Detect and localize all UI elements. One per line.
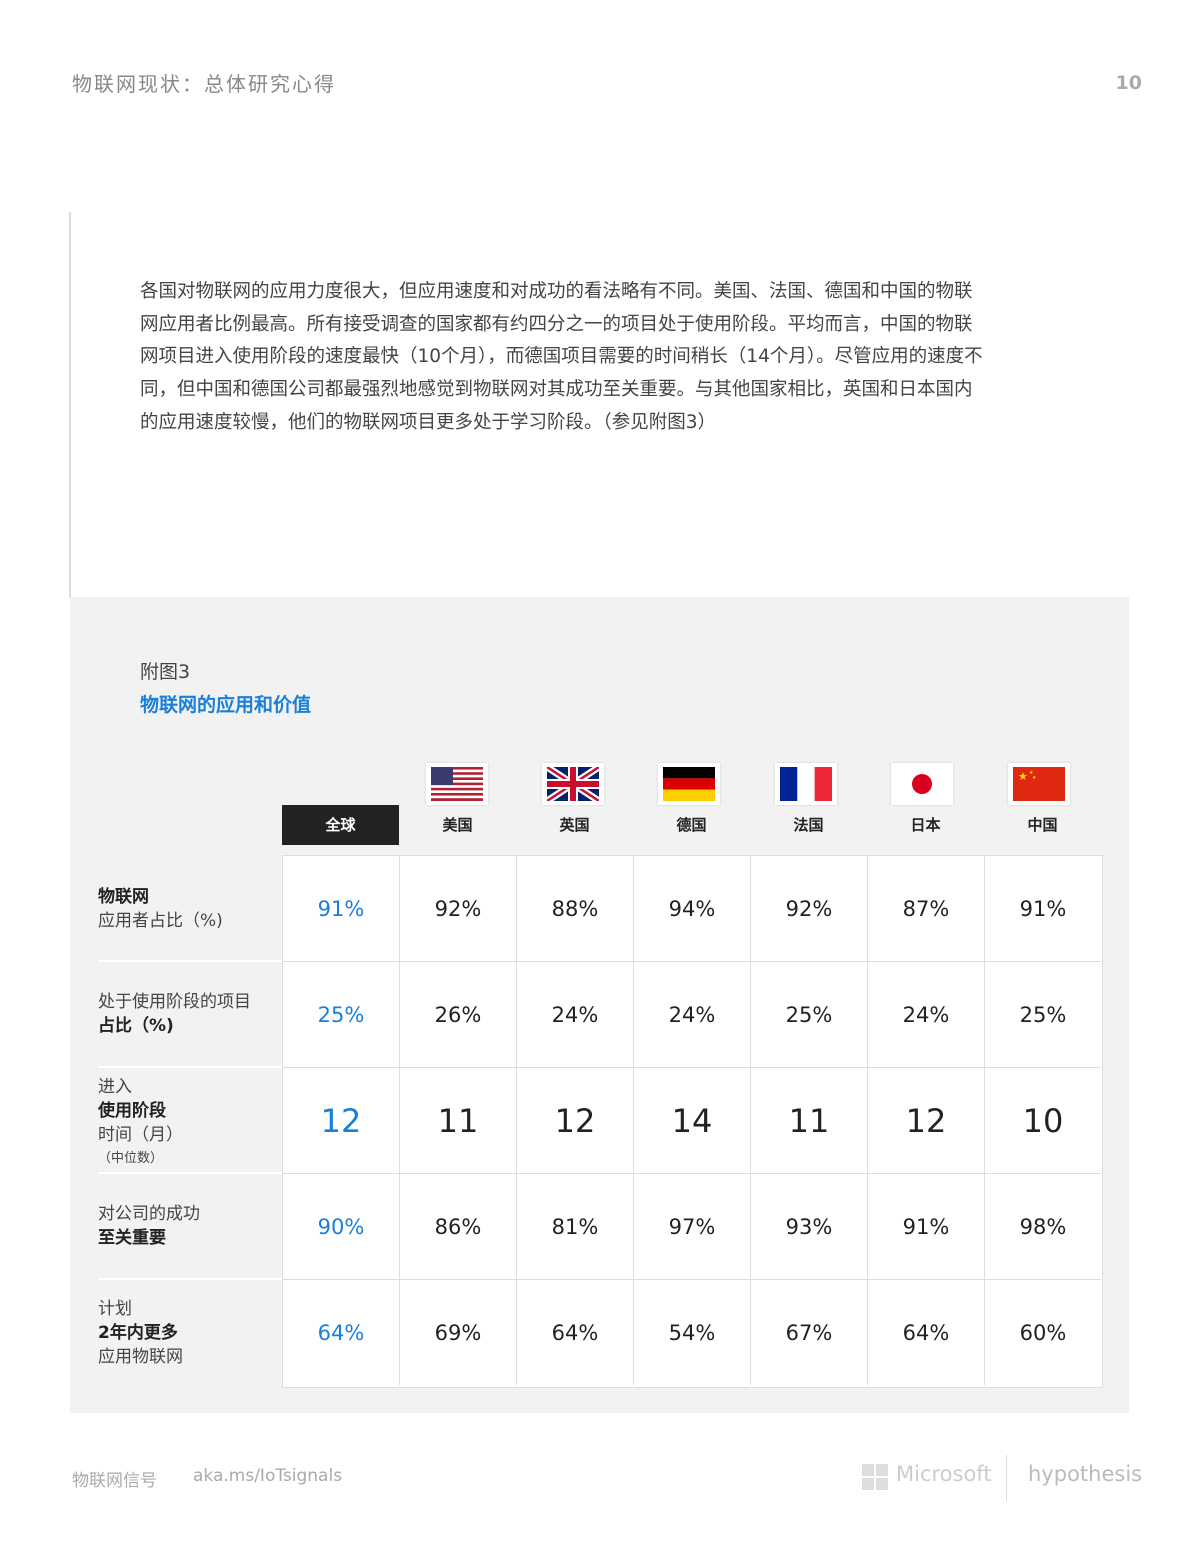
row-label-line: 至关重要 bbox=[98, 1228, 166, 1248]
table-cell: 24% bbox=[868, 962, 985, 1068]
svg-text:★: ★ bbox=[1029, 770, 1034, 776]
intro-paragraph: 各国对物联网的应用力度很大，但应用速度和对成功的看法略有不同。美国、法国、德国和… bbox=[140, 281, 983, 433]
table-cell: 11 bbox=[751, 1068, 868, 1174]
table-cell: 64% bbox=[868, 1280, 985, 1385]
column-header-5: 日本 bbox=[910, 816, 941, 834]
table-cell: 64% bbox=[283, 1280, 400, 1385]
row-divider bbox=[98, 1278, 282, 1280]
table-cell: 69% bbox=[400, 1280, 517, 1385]
table-cell: 88% bbox=[517, 856, 634, 962]
table-cell: 91% bbox=[868, 1174, 985, 1280]
china-flag-icon: ★ ★ ★ bbox=[1008, 763, 1070, 805]
microsoft-logo-icon bbox=[862, 1464, 888, 1490]
table-cell: 91% bbox=[283, 856, 400, 962]
row-label-line: 计划 bbox=[98, 1299, 132, 1319]
column-header-3: 德国 bbox=[676, 816, 707, 834]
row-divider bbox=[98, 960, 282, 962]
row-label-line: 处于使用阶段的项目 bbox=[98, 992, 251, 1012]
table-cell: 14 bbox=[634, 1068, 751, 1174]
us-flag-icon bbox=[426, 763, 488, 805]
row-label-line: 对公司的成功 bbox=[98, 1204, 200, 1224]
france-flag-icon bbox=[775, 763, 837, 805]
table-cell: 12 bbox=[517, 1068, 634, 1174]
germany-flag-icon bbox=[658, 763, 720, 805]
row-label-line: （中位数） bbox=[98, 1151, 164, 1166]
row-label: 对公司的成功 至关重要 bbox=[98, 1202, 280, 1250]
table-cell: 81% bbox=[517, 1174, 634, 1280]
table-cell: 90% bbox=[283, 1174, 400, 1280]
row-label-line: 应用者占比（%) bbox=[98, 911, 223, 931]
table-cell: 25% bbox=[751, 962, 868, 1068]
row-divider bbox=[98, 1066, 282, 1068]
table-cell: 11 bbox=[400, 1068, 517, 1174]
table-cell: 86% bbox=[400, 1174, 517, 1280]
column-header-2: 英国 bbox=[559, 816, 590, 834]
table-cell: 92% bbox=[751, 856, 868, 962]
table-cell: 94% bbox=[634, 856, 751, 962]
row-divider bbox=[98, 1172, 282, 1174]
row-label-line: 物联网 bbox=[98, 887, 149, 907]
page-header-title: 物联网现状：总体研究心得 bbox=[72, 72, 336, 96]
table-cell: 98% bbox=[985, 1174, 1101, 1280]
row-label-line: 使用阶段 bbox=[98, 1101, 166, 1121]
row-label: 进入使用阶段时间（月） （中位数） bbox=[98, 1075, 280, 1171]
row-label-line: 进入 bbox=[98, 1077, 132, 1097]
table-cell: 25% bbox=[283, 962, 400, 1068]
table-cell: 93% bbox=[751, 1174, 868, 1280]
footer-divider bbox=[1006, 1455, 1007, 1501]
table-cell: 91% bbox=[985, 856, 1101, 962]
table-cell: 24% bbox=[517, 962, 634, 1068]
data-table: 91% 92% 88% 94% 92% 87% 91% 25% 26% 24% 24% 25% 24% 2… bbox=[282, 855, 1103, 1388]
page-number: 10 bbox=[1115, 72, 1142, 94]
uk-flag-icon bbox=[542, 763, 604, 805]
table-cell: 87% bbox=[868, 856, 985, 962]
row-label: 处于使用阶段的项目 占比（%) bbox=[98, 990, 280, 1038]
table-cell: 92% bbox=[400, 856, 517, 962]
footer-label: 物联网信号 bbox=[72, 1471, 157, 1491]
column-header-0: 全球 bbox=[282, 805, 399, 845]
row-label: 计划 2年内更多应用物联网 bbox=[98, 1297, 280, 1369]
divider bbox=[69, 212, 71, 598]
column-header-4: 法国 bbox=[793, 816, 824, 834]
svg-text:★: ★ bbox=[1018, 770, 1028, 783]
footer-link[interactable]: aka.ms/IoTsignals bbox=[193, 1466, 343, 1486]
column-header-6: 中国 bbox=[1027, 816, 1058, 834]
row-label: 物联网应用者占比（%) bbox=[98, 885, 280, 933]
column-header-1: 美国 bbox=[442, 816, 473, 834]
table-cell: 12 bbox=[868, 1068, 985, 1174]
svg-text:★: ★ bbox=[1032, 775, 1037, 781]
table-cell: 10 bbox=[985, 1068, 1101, 1174]
hypothesis-logo-text: hypothesis bbox=[1028, 1462, 1143, 1486]
row-label-line: 占比（%) bbox=[98, 1016, 174, 1036]
table-cell: 54% bbox=[634, 1280, 751, 1385]
table-cell: 25% bbox=[985, 962, 1101, 1068]
japan-flag-icon bbox=[891, 763, 953, 805]
table-cell: 64% bbox=[517, 1280, 634, 1385]
figure-title: 物联网的应用和价值 bbox=[140, 694, 312, 716]
figure-label: 附图3 bbox=[140, 661, 191, 683]
table-cell: 60% bbox=[1019, 1320, 1067, 1345]
row-label-line: 时间（月） bbox=[98, 1125, 183, 1145]
table-cell: 26% bbox=[400, 962, 517, 1068]
table-cell: 67% bbox=[751, 1280, 868, 1385]
row-label-line: 应用物联网 bbox=[98, 1347, 183, 1367]
row-label-line: 2年内更多 bbox=[98, 1323, 178, 1343]
table-cell: 12 bbox=[283, 1068, 400, 1174]
table-cell: 24% bbox=[634, 962, 751, 1068]
table-cell: 97% bbox=[634, 1174, 751, 1280]
microsoft-logo-text: Microsoft bbox=[896, 1462, 992, 1486]
